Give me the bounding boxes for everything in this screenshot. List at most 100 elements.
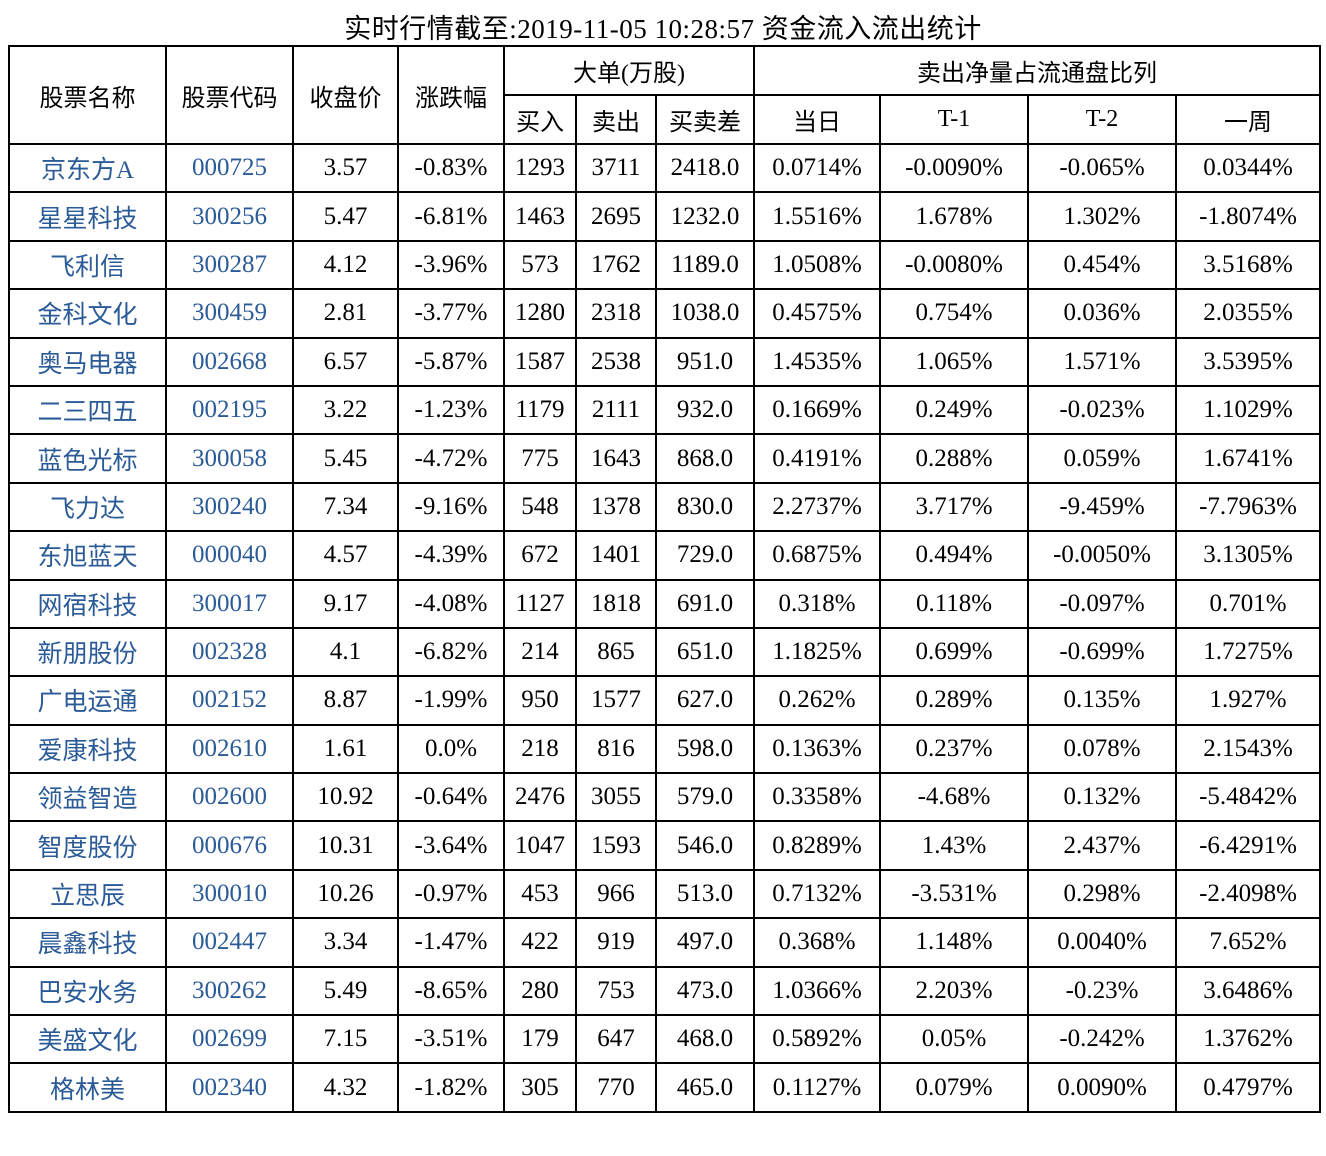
t1-cell: 0.494% bbox=[879, 530, 1030, 581]
buy-cell: 179 bbox=[503, 1014, 577, 1065]
header-sub-row: 买入 卖出 买卖差 当日 T-1 T-2 一周 bbox=[9, 94, 1322, 145]
stock-code-cell: 002447 bbox=[165, 917, 294, 968]
stock-code-cell: 300017 bbox=[165, 578, 294, 629]
sell-cell: 816 bbox=[575, 723, 657, 775]
t2-cell: 0.298% bbox=[1027, 868, 1178, 920]
table-header: 股票名称 股票代码 收盘价 涨跌幅 大单(万股) 卖出净量占流通盘比列 买入 卖… bbox=[8, 45, 1322, 145]
today-cell: 0.7132% bbox=[753, 868, 882, 920]
table-row: 星星科技 300256 5.47 -6.81% 1463 2695 1232.0 1.5516… bbox=[8, 191, 1322, 242]
col-header-buy: 买入 bbox=[503, 94, 577, 145]
col-header-week: 一周 bbox=[1175, 94, 1322, 145]
buy-cell: 1463 bbox=[503, 191, 577, 242]
week-cell: 2.0355% bbox=[1175, 288, 1322, 339]
sell-cell: 1401 bbox=[575, 530, 657, 581]
change-pct-cell: -4.08% bbox=[397, 578, 505, 629]
today-cell: 0.318% bbox=[753, 578, 882, 629]
close-price-cell: 2.81 bbox=[292, 288, 399, 339]
change-pct-cell: -8.65% bbox=[397, 965, 505, 1017]
stock-code-cell: 300287 bbox=[165, 239, 294, 291]
t2-cell: -0.065% bbox=[1027, 142, 1178, 194]
t2-cell: 1.302% bbox=[1027, 191, 1178, 242]
table-row: 领益智造 002600 10.92 -0.64% 2476 3055 579.0 0.3358… bbox=[8, 772, 1322, 823]
col-header-today: 当日 bbox=[753, 94, 882, 145]
diff-cell: 1189.0 bbox=[654, 239, 756, 291]
t2-cell: 0.135% bbox=[1027, 675, 1178, 726]
buy-cell: 573 bbox=[503, 239, 577, 291]
stock-code-cell: 300010 bbox=[165, 868, 294, 920]
t1-cell: 1.065% bbox=[879, 336, 1030, 387]
stock-name-cell: 二三四五 bbox=[8, 384, 167, 436]
today-cell: 0.4575% bbox=[753, 288, 882, 339]
t1-cell: -0.0080% bbox=[879, 239, 1030, 291]
stock-name-cell: 飞力达 bbox=[8, 481, 167, 533]
t1-cell: 0.05% bbox=[879, 1014, 1030, 1065]
change-pct-cell: -0.83% bbox=[397, 142, 505, 194]
stock-code-cell: 002328 bbox=[165, 626, 294, 678]
stock-name-cell: 美盛文化 bbox=[8, 1014, 167, 1065]
close-price-cell: 4.57 bbox=[292, 530, 399, 581]
diff-cell: 497.0 bbox=[654, 917, 756, 968]
week-cell: 1.7275% bbox=[1175, 626, 1322, 678]
week-cell: -5.4842% bbox=[1175, 772, 1322, 823]
buy-cell: 1280 bbox=[503, 288, 577, 339]
stock-code-cell: 002668 bbox=[165, 336, 294, 387]
week-cell: 1.6741% bbox=[1175, 433, 1322, 484]
buy-cell: 672 bbox=[503, 530, 577, 581]
change-pct-cell: -6.82% bbox=[397, 626, 505, 678]
week-cell: -6.4291% bbox=[1175, 820, 1322, 871]
week-cell: 1.3762% bbox=[1175, 1014, 1322, 1065]
t1-cell: 0.118% bbox=[879, 578, 1030, 629]
change-pct-cell: -3.77% bbox=[397, 288, 505, 339]
sell-cell: 2111 bbox=[575, 384, 657, 436]
header-group-row: 股票名称 股票代码 收盘价 涨跌幅 大单(万股) 卖出净量占流通盘比列 bbox=[8, 45, 1322, 145]
buy-cell: 1587 bbox=[503, 336, 577, 387]
stock-name-cell: 爱康科技 bbox=[8, 723, 167, 775]
close-price-cell: 7.15 bbox=[292, 1014, 399, 1065]
sell-cell: 770 bbox=[575, 1062, 657, 1113]
table-row: 蓝色光标 300058 5.45 -4.72% 775 1643 868.0 0.4191% 0… bbox=[8, 433, 1322, 484]
close-price-cell: 4.1 bbox=[292, 626, 399, 678]
close-price-cell: 7.34 bbox=[292, 481, 399, 533]
table-body: 京东方A 000725 3.57 -0.83% 1293 3711 2418.0 0.0714… bbox=[8, 142, 1322, 1113]
buy-cell: 453 bbox=[503, 868, 577, 920]
stock-code-cell: 300459 bbox=[165, 288, 294, 339]
week-cell: 3.5168% bbox=[1175, 239, 1322, 291]
change-pct-cell: -3.51% bbox=[397, 1014, 505, 1065]
stock-name-cell: 新朋股份 bbox=[8, 626, 167, 678]
sell-cell: 1762 bbox=[575, 239, 657, 291]
table-row: 晨鑫科技 002447 3.34 -1.47% 422 919 497.0 0.368% 1.1… bbox=[8, 917, 1322, 968]
t1-cell: 0.249% bbox=[879, 384, 1030, 436]
change-pct-cell: -4.39% bbox=[397, 530, 505, 581]
stock-code-cell: 002195 bbox=[165, 384, 294, 436]
close-price-cell: 5.49 bbox=[292, 965, 399, 1017]
diff-cell: 1232.0 bbox=[654, 191, 756, 242]
buy-cell: 218 bbox=[503, 723, 577, 775]
col-header-sell: 卖出 bbox=[575, 94, 657, 145]
t2-cell: -9.459% bbox=[1027, 481, 1178, 533]
col-header-stock-name: 股票名称 bbox=[8, 45, 167, 145]
diff-cell: 465.0 bbox=[654, 1062, 756, 1113]
change-pct-cell: -6.81% bbox=[397, 191, 505, 242]
sell-cell: 919 bbox=[575, 917, 657, 968]
diff-cell: 651.0 bbox=[654, 626, 756, 678]
close-price-cell: 10.92 bbox=[292, 772, 399, 823]
table-row: 新朋股份 002328 4.1 -6.82% 214 865 651.0 1.1825% 0.6… bbox=[8, 626, 1322, 678]
close-price-cell: 3.22 bbox=[292, 384, 399, 436]
stock-name-cell: 广电运通 bbox=[8, 675, 167, 726]
buy-cell: 422 bbox=[503, 917, 577, 968]
table-row: 金科文化 300459 2.81 -3.77% 1280 2318 1038.0 0.4575… bbox=[8, 288, 1322, 339]
table-row: 二三四五 002195 3.22 -1.23% 1179 2111 932.0 0.1669%… bbox=[8, 384, 1322, 436]
week-cell: 7.652% bbox=[1175, 917, 1322, 968]
today-cell: 0.4191% bbox=[753, 433, 882, 484]
table-row: 广电运通 002152 8.87 -1.99% 950 1577 627.0 0.262% 0.… bbox=[8, 675, 1322, 726]
diff-cell: 579.0 bbox=[654, 772, 756, 823]
col-header-close-price: 收盘价 bbox=[292, 45, 399, 145]
change-pct-cell: -1.23% bbox=[397, 384, 505, 436]
table-row: 京东方A 000725 3.57 -0.83% 1293 3711 2418.0 0.0714… bbox=[8, 142, 1322, 194]
week-cell: -1.8074% bbox=[1175, 191, 1322, 242]
stock-name-cell: 星星科技 bbox=[8, 191, 167, 242]
diff-cell: 830.0 bbox=[654, 481, 756, 533]
stock-code-cell: 000725 bbox=[165, 142, 294, 194]
t1-cell: 0.289% bbox=[879, 675, 1030, 726]
buy-cell: 548 bbox=[503, 481, 577, 533]
